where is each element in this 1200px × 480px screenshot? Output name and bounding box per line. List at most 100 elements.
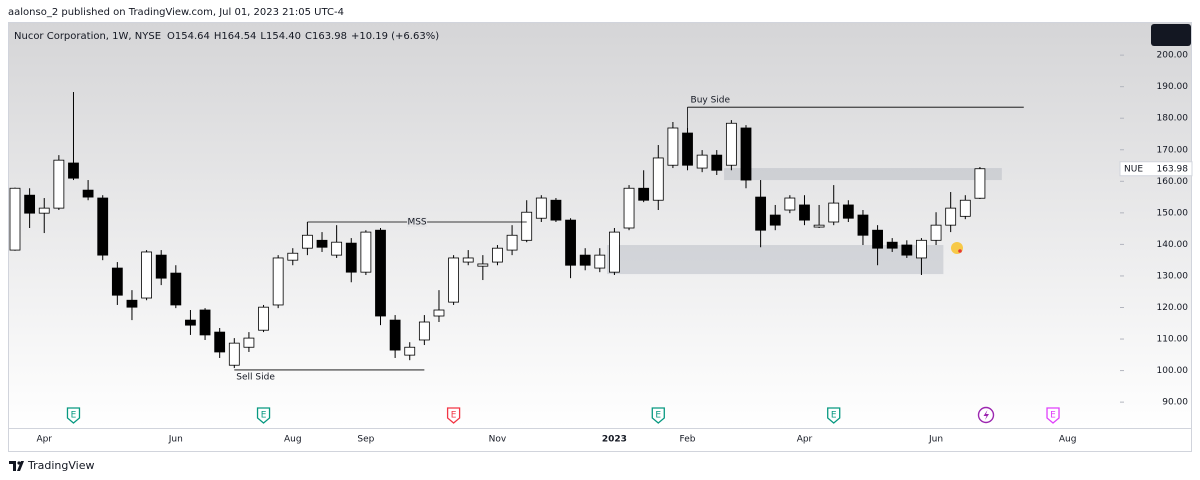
x-tick-label: Apr — [36, 435, 52, 445]
candle-body — [872, 229, 883, 249]
legend-open: O154.64 — [167, 31, 210, 42]
candle-body — [886, 241, 898, 249]
candle-body — [448, 257, 460, 303]
y-tick-label: 100.00 — [1157, 366, 1189, 376]
candle-body — [272, 257, 284, 306]
candle-body — [579, 254, 591, 266]
y-tick-label: 150.00 — [1157, 208, 1189, 218]
event-badge[interactable]: E — [827, 407, 841, 424]
x-tick-label: Nov — [489, 435, 507, 445]
candle-body — [214, 331, 226, 353]
last-price-box — [1119, 161, 1193, 177]
event-badge[interactable]: E — [1046, 407, 1060, 424]
candle-body — [404, 346, 416, 356]
candle-body — [126, 299, 138, 308]
event-badge[interactable]: E — [446, 407, 461, 424]
candle-body — [375, 229, 386, 317]
candle-body — [389, 319, 401, 351]
candle-body — [930, 224, 942, 241]
candle-body — [682, 132, 693, 166]
candle-body — [301, 234, 313, 249]
candle-body — [9, 187, 21, 251]
event-shape — [651, 407, 665, 424]
event-shape — [827, 407, 841, 424]
candle-body — [857, 214, 869, 236]
last-price-symbol: NUE — [1124, 164, 1143, 174]
x-tick-label: Aug — [284, 435, 302, 445]
candle-body — [199, 309, 211, 336]
y-tick-label: 140.00 — [1157, 240, 1189, 250]
candle-body — [550, 199, 562, 221]
event-label: E — [655, 411, 661, 421]
y-tick-label: 120.00 — [1157, 303, 1189, 313]
annotation-label: Sell Side — [236, 372, 275, 382]
lightning-bolt — [983, 410, 989, 420]
legend-close: C163.98 — [305, 31, 347, 42]
event-shape — [66, 407, 81, 424]
candle-body — [959, 199, 971, 217]
candle-body — [228, 342, 240, 366]
toolbar-button[interactable] — [1151, 24, 1191, 46]
candle-body — [740, 127, 752, 181]
candle-body — [68, 162, 79, 179]
event-shape — [1046, 407, 1060, 424]
candle-body — [784, 197, 796, 211]
last-price-value: 163.98 — [1157, 164, 1189, 174]
candle-body — [623, 187, 635, 229]
candle-body — [755, 196, 767, 231]
event-badge[interactable]: E — [66, 407, 81, 424]
candle-body — [828, 202, 840, 223]
candle-body — [813, 224, 825, 228]
footer-brand: TradingView — [27, 459, 94, 472]
event-shape — [256, 407, 271, 424]
annotation-label: MSS — [407, 218, 426, 228]
candle-body — [111, 267, 123, 296]
candle-body — [97, 197, 109, 256]
x-tick-label: Apr — [797, 435, 813, 445]
candle-body — [258, 306, 269, 331]
logo-dot — [17, 461, 21, 465]
candle-body — [535, 197, 547, 219]
publisher: aalonso_2 published on TradingView.com, … — [8, 7, 344, 18]
candle-body — [696, 154, 708, 169]
event-badge[interactable]: E — [256, 407, 271, 424]
y-tick-label: 190.00 — [1157, 82, 1189, 92]
candle-body — [565, 219, 576, 266]
x-tick-label: Sep — [357, 435, 374, 445]
legend-symbol: Nucor Corporation, 1W, NYSE — [14, 31, 161, 42]
candle-body — [82, 189, 94, 198]
legend: Nucor Corporation, 1W, NYSE O154.64 H164.5… — [14, 31, 439, 42]
x-tick-label: 2023 — [602, 435, 627, 445]
candle-body — [506, 234, 518, 251]
candle-body — [769, 214, 781, 226]
event-badge[interactable]: E — [651, 407, 665, 424]
event-label: E — [451, 411, 457, 421]
candle-body — [725, 122, 737, 166]
candle-body — [945, 207, 957, 226]
candle-body — [433, 309, 445, 317]
candle-body — [652, 157, 664, 201]
event-label: E — [831, 411, 837, 421]
emoji — [951, 242, 963, 254]
chart-frame — [8, 22, 1192, 452]
candle-body — [53, 159, 65, 209]
candle-body — [521, 211, 533, 241]
y-tick-label: 130.00 — [1157, 271, 1189, 281]
annotation-label: Buy Side — [691, 96, 731, 106]
legend-low: L154.40 — [260, 31, 301, 42]
y-tick-label: 90.00 — [1162, 398, 1188, 408]
y-tick-label: 110.00 — [1157, 335, 1189, 345]
x-tick-label: Feb — [680, 435, 696, 445]
candle-body — [901, 244, 913, 256]
zone — [607, 245, 944, 275]
candle-body — [462, 257, 474, 263]
lightning-icon[interactable] — [977, 406, 995, 424]
candle-body — [594, 254, 606, 269]
emoji-heart — [958, 249, 962, 253]
candle-body — [24, 194, 36, 214]
plot-background — [8, 22, 1192, 428]
candle-body — [916, 239, 927, 259]
candle-body — [331, 241, 343, 256]
